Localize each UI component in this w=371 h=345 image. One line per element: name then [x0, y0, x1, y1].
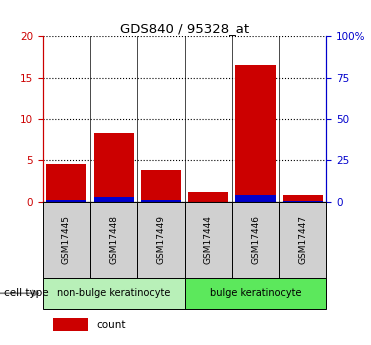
Bar [279, 202, 326, 278]
Text: GSM17447: GSM17447 [298, 215, 307, 264]
Bar [141, 169, 181, 202]
Text: GSM17449: GSM17449 [157, 215, 165, 264]
Text: count: count [96, 320, 126, 330]
Bar [93, 197, 134, 202]
Bar [184, 278, 326, 309]
Bar [90, 202, 137, 278]
Text: GSM17448: GSM17448 [109, 215, 118, 264]
Text: GSM17444: GSM17444 [204, 215, 213, 264]
Bar [236, 195, 276, 202]
Bar [46, 200, 86, 202]
Text: GSM17445: GSM17445 [62, 215, 71, 264]
Text: GSM17446: GSM17446 [251, 215, 260, 264]
Bar [43, 202, 90, 278]
Bar [188, 192, 228, 202]
Bar [141, 200, 181, 202]
Title: GDS840 / 95328_at: GDS840 / 95328_at [120, 22, 249, 35]
Text: bulge keratinocyte: bulge keratinocyte [210, 288, 301, 298]
Bar [137, 202, 185, 278]
Bar [236, 65, 276, 202]
Bar [43, 278, 184, 309]
Bar [53, 318, 88, 331]
Text: non-bulge keratinocyte: non-bulge keratinocyte [57, 288, 170, 298]
Bar [93, 133, 134, 202]
Bar [283, 195, 323, 202]
Bar [232, 202, 279, 278]
Text: cell type: cell type [4, 288, 48, 298]
Bar [46, 164, 86, 202]
Bar [185, 202, 232, 278]
